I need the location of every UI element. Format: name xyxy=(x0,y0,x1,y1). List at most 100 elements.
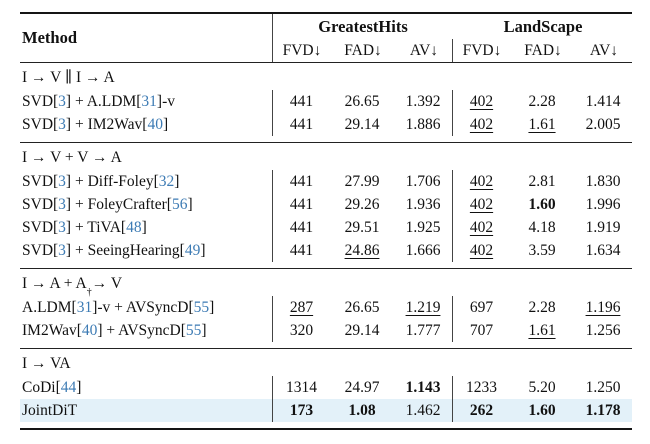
citation-link[interactable]: 3 xyxy=(58,92,66,110)
value-cell: 1.925 xyxy=(405,218,441,236)
value-cell: 1.08 xyxy=(348,401,376,419)
subheader-row: FVD↓ FAD↓ AV↓ xyxy=(452,39,633,62)
header-rule xyxy=(20,62,632,63)
value-cell: 1.61 xyxy=(528,115,556,133)
value-cell: 320 xyxy=(272,319,330,342)
column-header: FAD↓ xyxy=(524,41,562,59)
table-row: IM2Wav[40] + AVSyncD[55] 320 29.14 1.777 707… xyxy=(20,319,632,342)
value-cell: 262 xyxy=(452,399,510,422)
table-row: SVD[3] + Diff-Foley[32] 441 27.99 1.706 402 2… xyxy=(20,170,632,193)
table-section: I → V ∥ I → A SVD[3] + A.LDM[31]-v 441 26.6… xyxy=(20,63,632,142)
value-cell: 1314 xyxy=(272,376,330,399)
top-rule xyxy=(20,12,632,14)
citation-link[interactable]: 3 xyxy=(58,195,66,213)
table-section: I → A + A † → V A.LDM[31]-v + AVSyncD[55] 2… xyxy=(20,269,632,348)
citation-link[interactable]: 3 xyxy=(58,115,66,133)
method-cell: SVD[3] + A.LDM[31]-v xyxy=(20,90,272,113)
value-cell: 2.28 xyxy=(528,298,556,316)
method-text: ] + A.LDM[ xyxy=(65,92,142,110)
method-cell: SVD[3] + FoleyCrafter[56] xyxy=(20,193,272,216)
citation-link[interactable]: 40 xyxy=(81,321,98,339)
bottom-rule xyxy=(20,428,632,430)
value-cell: 29.26 xyxy=(344,195,380,213)
method-cell: SVD[3] + Diff-Foley[32] xyxy=(20,170,272,193)
method-text: ] xyxy=(76,378,82,396)
section-rule xyxy=(20,268,632,269)
value-cell: 1.178 xyxy=(585,401,621,419)
group-title: LandScape xyxy=(503,16,583,36)
value-cell: 1.196 xyxy=(585,298,621,316)
table-row: SVD[3] + IM2Wav[40] 441 29.14 1.886 402 1.61 2… xyxy=(20,113,632,136)
method-column-header: Method xyxy=(22,28,77,47)
value-cell: 1.392 xyxy=(405,92,441,110)
section-label: I → V + V → A xyxy=(22,149,122,166)
value-cell: 1.414 xyxy=(585,92,621,110)
method-text: ] xyxy=(174,172,180,190)
value-cell: 1.219 xyxy=(405,298,441,316)
value-cell: 707 xyxy=(452,319,510,342)
method-text: ] + Diff-Foley[ xyxy=(65,172,159,190)
section-rule xyxy=(20,142,632,143)
method-text: IM2Wav[ xyxy=(22,321,82,339)
citation-link[interactable]: 3 xyxy=(58,218,66,236)
citation-link[interactable]: 49 xyxy=(184,241,201,259)
value-cell: 697 xyxy=(452,296,510,319)
value-cell: 4.18 xyxy=(528,218,556,236)
method-text: SVD[ xyxy=(22,218,59,236)
group-header-greatesthits: GreatestHits FVD↓ FAD↓ AV↓ xyxy=(272,14,453,62)
method-text: JointDiT xyxy=(22,401,78,419)
table-section: I → VA CoDi[44] 1314 24.97 1.143 1233 5.20 1.25… xyxy=(20,349,632,428)
value-cell: 402 xyxy=(452,193,510,216)
citation-link[interactable]: 44 xyxy=(60,378,77,396)
citation-link[interactable]: 55 xyxy=(185,321,202,339)
group-headers: GreatestHits FVD↓ FAD↓ AV↓ LandScape FVD↓ FAD↓… xyxy=(272,14,632,62)
citation-link[interactable]: 32 xyxy=(158,172,175,190)
method-text: ]-v xyxy=(156,92,175,110)
value-cell: 1.462 xyxy=(405,401,441,419)
citation-link[interactable]: 56 xyxy=(171,195,188,213)
value-cell: 402 xyxy=(452,239,510,262)
method-text: SVD[ xyxy=(22,92,59,110)
method-text: ] + IM2Wav[ xyxy=(65,115,148,133)
value-cell: 441 xyxy=(272,193,330,216)
citation-link[interactable]: 40 xyxy=(147,115,163,133)
group-title: GreatestHits xyxy=(318,16,408,36)
method-text: CoDi[ xyxy=(22,378,61,396)
citation-link[interactable]: 55 xyxy=(193,298,210,316)
value-cell: 173 xyxy=(272,399,330,422)
citation-link[interactable]: 3 xyxy=(58,172,66,190)
citation-link[interactable]: 3 xyxy=(58,241,66,259)
value-cell: 27.99 xyxy=(344,172,380,190)
method-text: SVD[ xyxy=(22,195,59,213)
citation-link[interactable]: 48 xyxy=(126,218,142,236)
value-cell: 1.61 xyxy=(528,321,556,339)
method-text: ] + FoleyCrafter[ xyxy=(65,195,172,213)
value-cell: 1.250 xyxy=(585,378,621,396)
value-cell: 402 xyxy=(452,170,510,193)
value-cell: 1.886 xyxy=(405,115,441,133)
table-row: A.LDM[31]-v + AVSyncD[55] 287 26.65 1.219 69… xyxy=(20,296,632,319)
column-header: FVD↓ xyxy=(282,41,322,59)
value-cell: 402 xyxy=(452,113,510,136)
citation-link[interactable]: 31 xyxy=(76,298,93,316)
value-cell: 5.20 xyxy=(528,378,556,396)
value-cell: 24.86 xyxy=(344,241,380,259)
value-cell: 26.65 xyxy=(344,92,380,110)
method-text: ] xyxy=(201,321,207,339)
value-cell: 29.14 xyxy=(344,115,380,133)
method-text: SVD[ xyxy=(22,115,59,133)
column-header: AV↓ xyxy=(409,41,439,59)
section-label: I → V ∥ I → A xyxy=(22,69,115,86)
method-text: ] xyxy=(209,298,215,316)
value-cell: 1.919 xyxy=(585,218,621,236)
value-cell: 1.60 xyxy=(528,195,556,213)
table-row: CoDi[44] 1314 24.97 1.143 1233 5.20 1.250 xyxy=(20,376,632,399)
method-cell: SVD[3] + IM2Wav[40] xyxy=(20,113,272,136)
method-text: ] xyxy=(187,195,193,213)
value-cell: 1233 xyxy=(452,376,510,399)
method-text: SVD[ xyxy=(22,241,59,259)
column-header: AV↓ xyxy=(589,41,619,59)
value-cell: 29.14 xyxy=(344,321,380,339)
citation-link[interactable]: 31 xyxy=(141,92,157,110)
value-cell: 441 xyxy=(272,239,330,262)
